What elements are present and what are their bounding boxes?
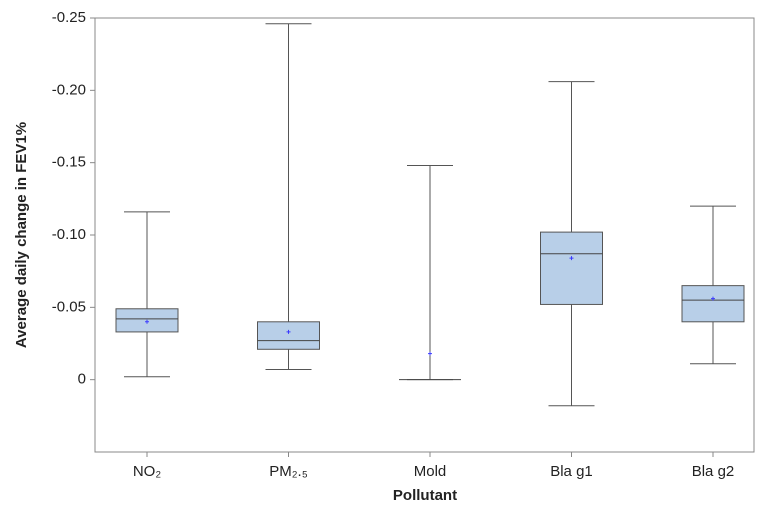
x-tick-label: Mold [414, 463, 447, 480]
y-tick-label: -0.20 [52, 81, 86, 98]
x-tick-label: Bla g1 [550, 463, 593, 480]
x-tick-label: Bla g2 [692, 463, 735, 480]
mean-marker [145, 319, 149, 324]
y-tick-label: -0.25 [52, 9, 86, 26]
box [681, 285, 745, 323]
x-tick-label: PM₂.₅ [269, 463, 308, 480]
mean-marker [428, 351, 432, 356]
box [257, 321, 320, 350]
y-axis-title: Average daily change in FEV1% [13, 122, 30, 348]
y-tick-label: -0.15 [52, 154, 86, 171]
y-tick-label: -0.10 [52, 226, 86, 243]
mean-marker [569, 256, 574, 261]
x-tick-label: NO₂ [133, 463, 162, 480]
y-tick-label: -0.05 [52, 298, 86, 315]
y-tick-label: 0 [78, 371, 86, 388]
plot-frame [94, 17, 755, 453]
mean-marker [286, 329, 291, 334]
x-axis-title: Pollutant [393, 487, 457, 504]
box [540, 231, 603, 305]
mean-marker [711, 296, 715, 301]
